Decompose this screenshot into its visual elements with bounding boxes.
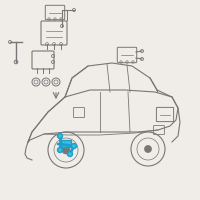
Circle shape <box>144 146 152 152</box>
Circle shape <box>58 134 62 138</box>
Circle shape <box>72 144 76 148</box>
Circle shape <box>58 148 62 152</box>
FancyBboxPatch shape <box>62 140 72 148</box>
Circle shape <box>68 152 72 156</box>
Circle shape <box>62 146 70 154</box>
